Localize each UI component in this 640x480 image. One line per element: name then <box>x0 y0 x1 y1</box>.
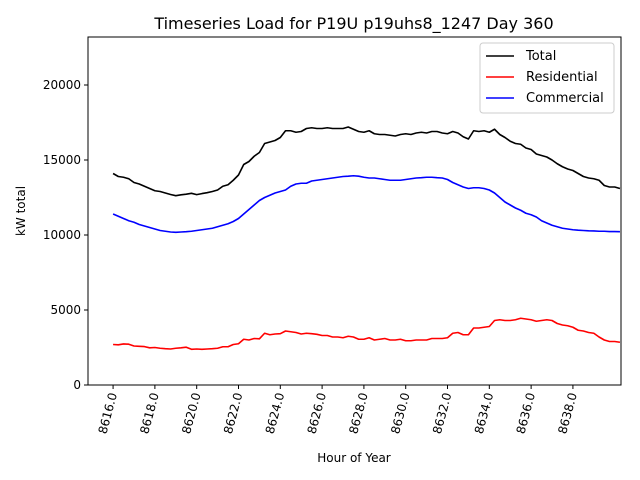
legend-box <box>479 42 615 114</box>
y-axis: 0 5000 10000 15000 20000 <box>43 78 88 392</box>
plot-frame <box>87 36 622 386</box>
legend: Total Residential Commercial <box>479 42 615 114</box>
series-line-total <box>112 126 621 197</box>
y-tick-label: 0 <box>73 378 81 392</box>
y-tick-label: 15000 <box>43 153 81 167</box>
series-line-commercial <box>112 174 620 234</box>
series-line-residential <box>113 317 621 351</box>
y-tick-label: 20000 <box>43 78 81 92</box>
chart-title: Timeseries Load for P19U p19uhs8_1247 Da… <box>153 14 553 34</box>
y-axis-label: kW total <box>14 186 28 236</box>
y-tick-label: 10000 <box>43 228 81 242</box>
legend-label-commercial: Commercial <box>526 91 604 106</box>
legend-label-residential: Residential <box>526 70 598 85</box>
plot-area <box>112 126 621 351</box>
y-tick-label: 5000 <box>50 303 81 317</box>
x-axis-label: Hour of Year <box>317 451 391 465</box>
legend-label-total: Total <box>525 49 556 64</box>
